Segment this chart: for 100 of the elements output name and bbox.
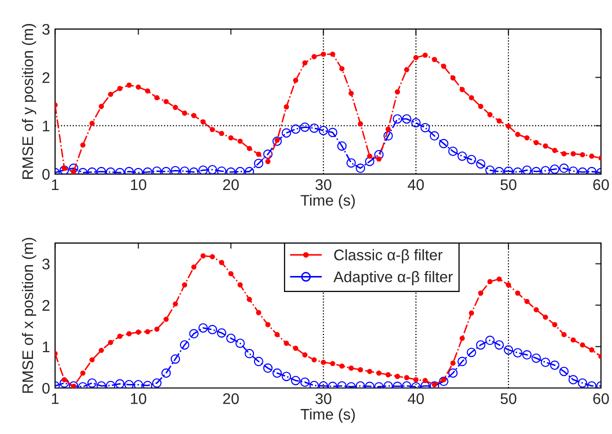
point xyxy=(145,329,150,334)
point xyxy=(89,120,95,126)
point xyxy=(561,151,567,156)
point xyxy=(282,372,292,382)
point xyxy=(80,370,86,376)
point xyxy=(568,375,578,384)
point xyxy=(191,264,196,270)
point xyxy=(524,298,530,304)
point xyxy=(578,378,588,388)
point xyxy=(448,146,458,156)
point xyxy=(154,95,160,100)
point xyxy=(161,166,171,174)
point xyxy=(392,114,402,124)
x-tick-label: 10 xyxy=(131,393,146,404)
point xyxy=(246,296,252,302)
point xyxy=(458,356,467,366)
point xyxy=(274,332,280,338)
point xyxy=(468,95,474,100)
point xyxy=(339,66,345,72)
point xyxy=(320,360,326,365)
point xyxy=(542,143,548,149)
point xyxy=(80,142,86,148)
point xyxy=(106,380,116,388)
point xyxy=(485,165,495,174)
point xyxy=(478,290,484,296)
point xyxy=(200,253,206,258)
point xyxy=(126,331,132,336)
point xyxy=(302,60,308,66)
point xyxy=(87,378,97,388)
point xyxy=(284,104,289,110)
point xyxy=(106,167,116,174)
x-tick-label: 30 xyxy=(315,393,332,404)
point xyxy=(367,368,372,374)
point xyxy=(515,290,520,296)
x-tick-label: 20 xyxy=(223,393,239,404)
point xyxy=(402,114,412,124)
point xyxy=(570,337,576,343)
point xyxy=(522,350,532,360)
point xyxy=(210,254,215,260)
point xyxy=(216,166,226,174)
point xyxy=(413,377,419,382)
point xyxy=(254,356,264,366)
point xyxy=(142,380,152,388)
point xyxy=(228,135,234,140)
point xyxy=(552,322,558,328)
point xyxy=(532,353,541,363)
point xyxy=(263,363,273,373)
point xyxy=(198,165,208,174)
point xyxy=(439,138,448,148)
point xyxy=(142,167,152,174)
point xyxy=(534,307,539,312)
point xyxy=(198,323,208,333)
point xyxy=(430,131,440,141)
point xyxy=(568,166,578,174)
point xyxy=(374,150,384,160)
x-tick-label: 60 xyxy=(593,393,609,404)
point xyxy=(589,154,594,159)
point xyxy=(282,128,292,138)
point xyxy=(108,340,114,346)
point xyxy=(226,167,236,174)
point xyxy=(290,124,300,134)
point xyxy=(580,152,586,158)
point xyxy=(466,154,476,164)
point xyxy=(485,336,495,346)
point xyxy=(172,301,178,307)
point xyxy=(411,118,421,128)
point xyxy=(348,90,354,96)
point xyxy=(559,164,569,173)
point xyxy=(62,377,67,382)
point xyxy=(504,345,514,355)
point xyxy=(290,376,300,386)
point xyxy=(152,166,162,174)
point xyxy=(448,368,458,378)
legend-label: Adaptive α-β filter xyxy=(333,271,453,286)
legend-label: Classic α-β filter xyxy=(334,249,442,264)
point xyxy=(561,332,567,338)
point xyxy=(348,366,354,371)
point xyxy=(265,158,270,164)
point xyxy=(468,310,474,316)
point xyxy=(358,367,364,372)
point xyxy=(300,378,310,387)
point xyxy=(246,146,252,152)
point xyxy=(441,64,446,69)
point xyxy=(238,138,243,144)
point xyxy=(466,348,476,358)
point xyxy=(293,346,298,351)
point xyxy=(578,167,588,174)
y-tick-label: 3 xyxy=(42,24,50,35)
point xyxy=(404,375,410,380)
point xyxy=(108,92,114,97)
point xyxy=(244,348,254,358)
y-tick-label: 2 xyxy=(42,300,50,311)
point xyxy=(172,104,178,110)
point xyxy=(89,357,95,362)
point xyxy=(552,148,558,153)
point xyxy=(189,167,199,174)
point xyxy=(376,156,382,162)
point xyxy=(532,166,541,174)
point xyxy=(216,328,226,338)
point xyxy=(432,56,438,62)
